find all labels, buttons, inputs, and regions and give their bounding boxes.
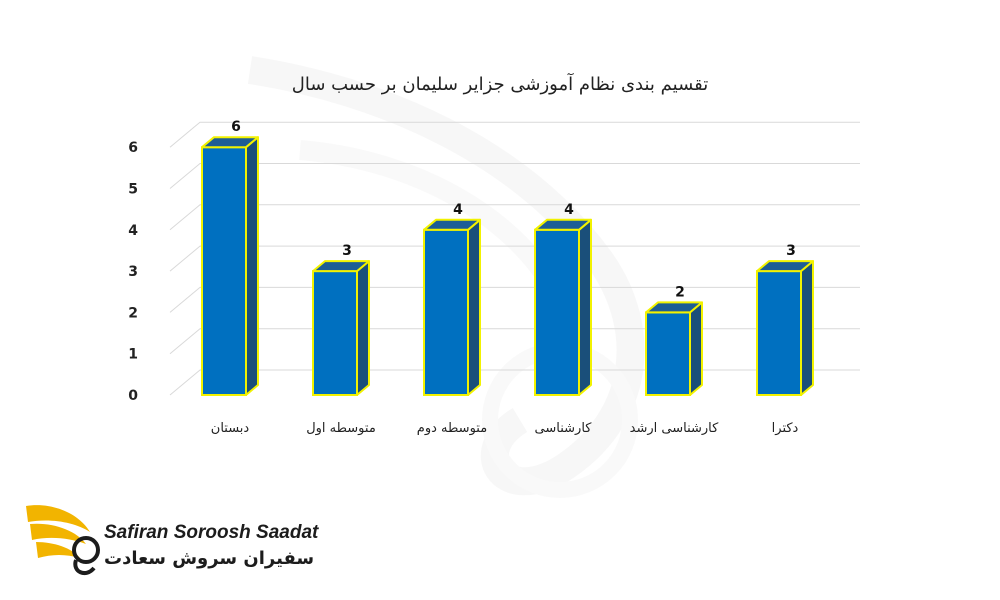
bar-front	[756, 270, 802, 397]
data-label: 2	[675, 284, 685, 300]
x-category-label: دبستان	[211, 421, 250, 436]
chart-title: تقسیم بندی نظام آموزشی جزایر سلیمان بر ح…	[292, 72, 709, 95]
bar-side	[578, 218, 592, 396]
bars: 6 3 4 4 2 3	[201, 119, 814, 397]
bar-front	[645, 311, 691, 396]
bar-side	[245, 136, 259, 396]
x-category-label: کارشناسی ارشد	[630, 421, 719, 436]
bar	[201, 136, 259, 396]
gridline	[169, 245, 860, 272]
brand-logo: Safiran Soroosh Saadat سفیران سروش سعادت	[20, 492, 318, 582]
gridline	[169, 121, 860, 148]
bar	[645, 301, 703, 396]
grid-layer	[169, 121, 860, 396]
data-label: 3	[342, 243, 352, 259]
bar	[312, 260, 370, 397]
logo-name-fa: سفیران سروش سعادت	[104, 548, 315, 569]
category-labels: دبستان متوسطه اول متوسطه دوم کارشناسی کارشنا…	[211, 421, 799, 436]
bar-top	[312, 260, 370, 273]
gridline	[169, 204, 860, 231]
bar-top	[645, 301, 703, 314]
logo-name-en: Safiran Soroosh Saadat	[104, 522, 319, 543]
y-axis-ticks: 0 1 2 3 4 5 6	[128, 140, 138, 404]
bar-front	[312, 270, 358, 397]
bar-top	[534, 218, 592, 231]
bar-front	[534, 228, 580, 396]
x-category-label: کارشناسی	[535, 421, 593, 436]
gridline	[169, 369, 860, 396]
y-tick-label: 1	[128, 347, 138, 363]
x-category-label: دکترا	[772, 421, 799, 436]
gridline	[169, 163, 860, 189]
bar-front	[201, 146, 247, 396]
x-category-label: متوسطه دوم	[417, 421, 487, 436]
data-label: 6	[231, 119, 241, 135]
y-tick-label: 0	[128, 388, 138, 404]
logo-wings-icon	[26, 505, 100, 576]
gridline	[169, 286, 860, 313]
bar-side	[467, 218, 481, 396]
bar-side	[689, 301, 703, 396]
bar-side	[800, 260, 814, 396]
gridline	[169, 328, 860, 355]
bar	[756, 260, 814, 397]
bar	[423, 218, 481, 396]
y-tick-label: 3	[128, 264, 138, 280]
y-tick-label: 6	[128, 140, 138, 156]
bar-front	[423, 228, 469, 396]
y-tick-label: 2	[128, 305, 138, 321]
data-label: 4	[564, 202, 574, 218]
data-label: 3	[786, 243, 796, 259]
bar-top	[423, 218, 481, 231]
bar-side	[356, 260, 370, 396]
x-category-label: متوسطه اول	[306, 421, 376, 436]
data-label: 4	[453, 202, 463, 218]
y-tick-label: 5	[128, 182, 138, 198]
y-tick-label: 4	[128, 223, 138, 239]
bar-top	[756, 260, 814, 273]
bar	[534, 218, 592, 396]
bar-top	[201, 136, 259, 149]
